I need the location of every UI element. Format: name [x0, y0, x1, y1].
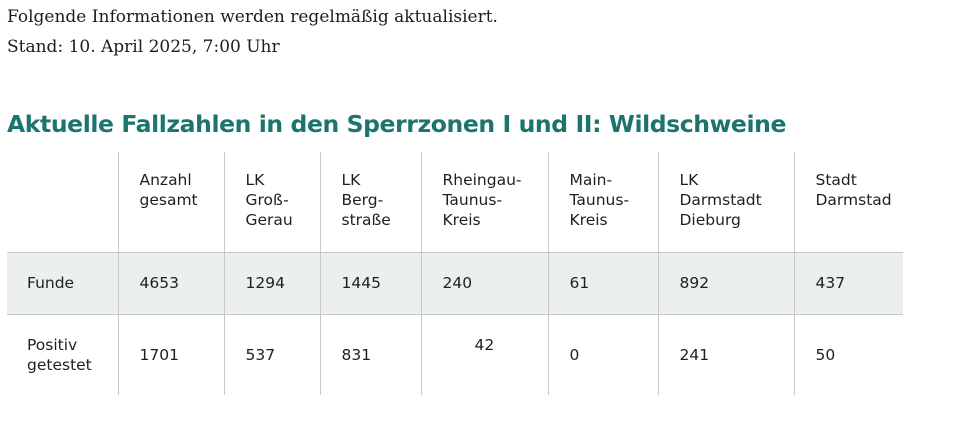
header-line: Kreis	[442, 211, 481, 229]
cell-positiv-stadt-darmstadt: 50	[815, 345, 836, 364]
header-line: Rheingau-	[442, 171, 522, 189]
header-rheingau-taunus-kreis: Rheingau- Taunus- Kreis	[421, 152, 549, 252]
header-line: Kreis	[569, 211, 608, 229]
cell-funde-anzahl-gesamt: 4653	[118, 251, 225, 315]
cell-funde-stadt-darmstadt: 437	[794, 251, 903, 315]
cell-positiv-anzahl-gesamt: 1701	[118, 314, 225, 395]
header-line: Anzahl	[139, 171, 192, 189]
cell-positiv-rheingau-taunus-kreis: 42	[421, 314, 549, 395]
header-line: gesamt	[139, 191, 198, 209]
table-row-funde: Funde 4653 1294 1445 240 61 892 437	[7, 251, 903, 315]
header-line: Berg-	[341, 191, 384, 209]
header-line: Stadt	[815, 171, 857, 189]
header-line: Groß-	[245, 191, 289, 209]
header-line: Darmstad	[815, 191, 892, 209]
header-line: LK	[245, 171, 265, 189]
row-label-line: getestet	[27, 355, 92, 374]
cell-positiv-lk-gross-gerau: 537	[224, 314, 321, 395]
cell-positiv-main-taunus-kreis: 0	[548, 314, 659, 395]
row-label-funde: Funde	[7, 251, 119, 315]
cell-funde-lk-gross-gerau: 1294	[224, 251, 321, 315]
cell-positiv-lk-bergstrasse: 831	[320, 314, 422, 395]
header-anzahl-gesamt: Anzahl gesamt	[118, 152, 225, 252]
status-date: Stand: 10. April 2025, 7:00 Uhr	[7, 37, 280, 57]
header-line: Taunus-	[442, 191, 503, 209]
cell-funde-lk-bergstrasse: 1445	[320, 251, 422, 315]
row-label-positiv-getestet: Positiv getestet	[7, 314, 119, 395]
header-line: Main-	[569, 171, 613, 189]
header-stadt-darmstadt: Stadt Darmstad	[794, 152, 903, 252]
page-heading: Aktuelle Fallzahlen in den Sperrzonen I …	[7, 110, 786, 138]
cell-funde-rheingau-taunus-kreis: 240	[421, 251, 549, 315]
table-header-row: Anzahl gesamt LK Groß- Gerau LK Berg- st…	[7, 152, 903, 252]
header-line: Gerau	[245, 211, 293, 229]
header-main-taunus-kreis: Main- Taunus- Kreis	[548, 152, 659, 252]
header-lk-darmstadt-dieburg: LK Darmstadt Dieburg	[658, 152, 795, 252]
header-empty	[7, 152, 119, 252]
cell-positiv-lk-darmstadt-dieburg: 241	[658, 314, 795, 395]
update-note: Folgende Informationen werden regelmäßig…	[7, 7, 498, 27]
row-label-line: Positiv	[27, 335, 78, 354]
case-numbers-table: Anzahl gesamt LK Groß- Gerau LK Berg- st…	[7, 152, 903, 395]
header-lk-gross-gerau: LK Groß- Gerau	[224, 152, 321, 252]
header-line: Dieburg	[679, 211, 741, 229]
cell-funde-lk-darmstadt-dieburg: 892	[658, 251, 795, 315]
header-lk-bergstrasse: LK Berg- straße	[320, 152, 422, 252]
header-line: Darmstadt	[679, 191, 762, 209]
header-line: LK	[341, 171, 361, 189]
cell-funde-main-taunus-kreis: 61	[548, 251, 659, 315]
header-line: Taunus-	[569, 191, 630, 209]
header-line: LK	[679, 171, 699, 189]
header-line: straße	[341, 211, 391, 229]
table-row-positiv-getestet: Positiv getestet 1701 537 831 42 0 241 5…	[7, 314, 903, 395]
